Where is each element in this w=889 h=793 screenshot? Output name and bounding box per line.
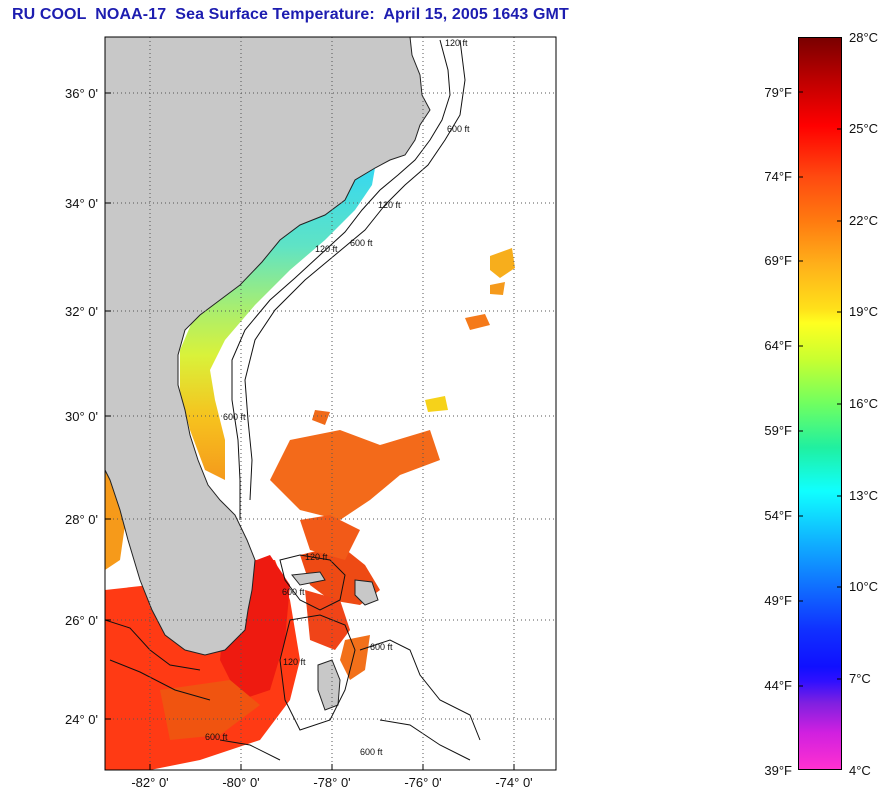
lon-label: -82° 0' [131,775,168,790]
contour-label: 600 ft [223,412,246,422]
contour-label: 120 ft [445,38,468,48]
lat-label: 26° 0' [65,613,98,628]
colorbar-celsius-label: 22°C [849,213,879,228]
colorbar-fahrenheit-label: 64°F [764,338,792,353]
land-grand-bahama [291,571,326,586]
lat-label: 28° 0' [65,512,98,527]
colorbar-fahrenheit-label: 49°F [764,593,792,608]
contour-label: 600 ft [370,642,393,652]
map-title: RU COOL NOAA-17 Sea Surface Temperature:… [12,6,569,23]
contour-label: 120 ft [283,657,306,667]
colorbar-celsius-label: 25°C [849,121,879,136]
colorbar-celsius-label: 7°C [849,671,871,686]
lon-label: -80° 0' [222,775,259,790]
lon-label: -78° 0' [313,775,350,790]
colorbar-fahrenheit-label: 39°F [764,763,792,778]
lat-label: 24° 0' [65,712,98,727]
axis-ticks [105,92,515,770]
land-bahamas-abaco [354,579,379,606]
colorbar-celsius-label: 16°C [849,396,879,411]
colorbar-fahrenheit-label: 79°F [764,85,792,100]
lat-label: 32° 0' [65,304,98,319]
lat-label: 30° 0' [65,409,98,424]
colorbar-fahrenheit-label: 44°F [764,678,792,693]
contour-label: 600 ft [282,587,305,597]
sst-shelf-water [180,168,375,480]
lat-label: 34° 0' [65,196,98,211]
map-frame [104,36,557,771]
colorbar-fahrenheit-label: 59°F [764,423,792,438]
lat-label: 36° 0' [65,86,98,101]
colorbar-fahrenheit-label: 69°F [764,253,792,268]
contour-label: 120 ft [378,200,401,210]
colorbar-fahrenheit-label: 74°F [764,169,792,184]
colorbar-celsius-label: 28°C [849,30,879,45]
lon-label: -74° 0' [495,775,532,790]
contour-label: 600 ft [360,747,383,757]
lon-label: -76° 0' [404,775,441,790]
contour-label: 600 ft [205,732,228,742]
contour-label: 600 ft [447,124,470,134]
contour-label: 120 ft [315,244,338,254]
temperature-colorbar [798,37,842,770]
contour-label: 120 ft [305,552,328,562]
colorbar-celsius-label: 4°C [849,763,871,778]
colorbar-celsius-label: 13°C [849,488,879,503]
colorbar-celsius-label: 19°C [849,304,879,319]
colorbar-fahrenheit-label: 54°F [764,508,792,523]
colorbar-celsius-label: 10°C [849,579,879,594]
land-mainland [105,37,431,656]
contour-label: 600 ft [350,238,373,248]
